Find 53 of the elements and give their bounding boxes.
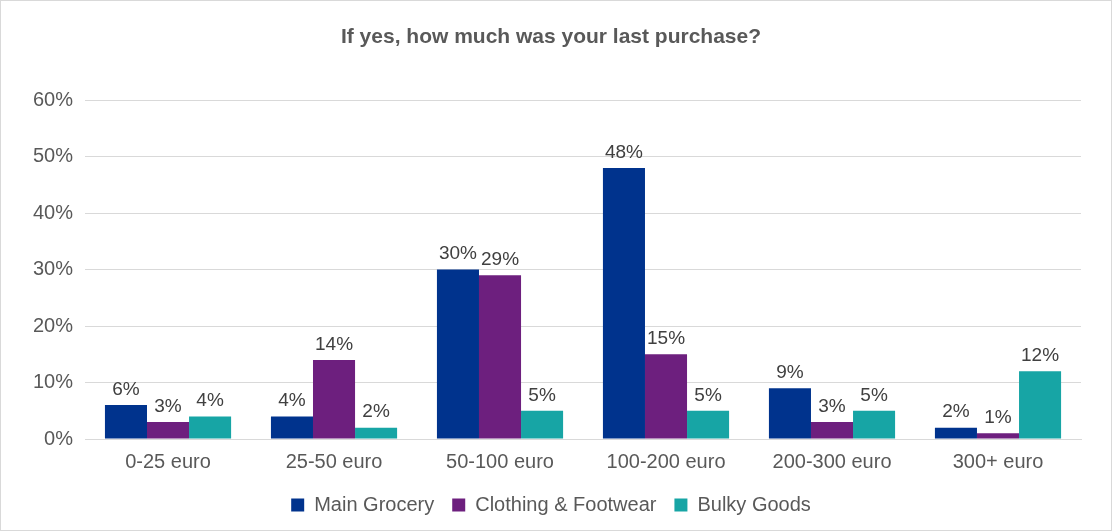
data-label: 2% <box>362 400 390 422</box>
data-label: 14% <box>315 332 354 354</box>
data-label: 9% <box>776 360 804 382</box>
data-label: 6% <box>112 377 140 399</box>
y-tick-label: 40% <box>33 200 74 223</box>
data-label: 48% <box>604 140 644 162</box>
data-label: 5% <box>528 383 556 405</box>
bar <box>355 427 398 439</box>
chart-title: If yes, how much was your last purchase? <box>340 24 762 48</box>
y-tick-label: 30% <box>33 257 74 280</box>
x-tick-label: 25-50 euro <box>285 449 383 472</box>
x-tick-label: 200-300 euro <box>772 449 892 472</box>
data-label: 15% <box>647 327 686 349</box>
bar <box>1019 371 1062 439</box>
data-label: 3% <box>818 394 846 416</box>
x-tick-label: 0-25 euro <box>125 449 211 472</box>
data-label: 4% <box>196 389 224 411</box>
bar <box>976 433 1020 439</box>
data-label: 2% <box>942 400 970 422</box>
bar <box>853 410 896 439</box>
legend-label: Clothing & Footwear <box>475 492 657 515</box>
bar <box>602 167 645 439</box>
bar <box>810 422 854 439</box>
data-label: 3% <box>154 394 182 416</box>
data-label: 1% <box>984 406 1012 428</box>
bar <box>521 410 564 439</box>
y-tick-label: 20% <box>33 313 74 336</box>
x-tick-label: 50-100 euro <box>446 449 554 472</box>
data-label: 29% <box>481 247 520 269</box>
y-tick-label: 60% <box>33 87 74 110</box>
x-tick-label: 300+ euro <box>952 449 1044 472</box>
y-tick-label: 50% <box>33 144 74 167</box>
y-tick-label: 0% <box>44 426 74 449</box>
bar <box>768 388 811 439</box>
data-label: 5% <box>694 383 722 405</box>
bar <box>313 359 356 439</box>
bar <box>270 416 313 439</box>
bar <box>934 427 977 439</box>
bar <box>147 422 190 439</box>
data-label: 30% <box>438 242 478 264</box>
data-label: 4% <box>278 389 306 411</box>
data-label: 12% <box>1021 343 1060 365</box>
bar <box>104 405 147 439</box>
bar <box>478 275 522 439</box>
bar <box>189 416 232 439</box>
y-tick-label: 10% <box>33 370 74 393</box>
bar <box>436 269 479 439</box>
legend-label: Bulky Goods <box>697 492 811 515</box>
data-label: 5% <box>860 383 888 405</box>
bar <box>644 354 688 439</box>
bar <box>687 410 730 439</box>
legend-label: Main Grocery <box>314 492 435 515</box>
x-tick-label: 100-200 euro <box>606 449 726 472</box>
